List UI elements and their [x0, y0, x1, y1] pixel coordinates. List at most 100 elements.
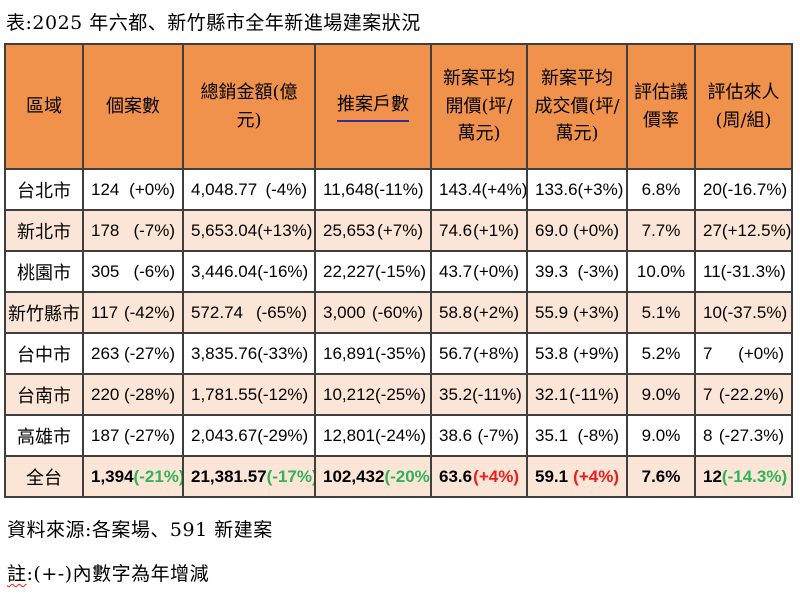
value-cell: 10,212 (-25%)	[314, 373, 432, 416]
cell-value: 59.1	[535, 466, 569, 486]
value-cell: 9.0%	[626, 373, 696, 416]
cell-value: 7	[703, 343, 713, 363]
cell-yoy-change: (+3%)	[577, 179, 624, 199]
page: 表:2025 年六都、新竹縣市全年新進場建案狀況 區域 個案數 總銷金額(億元)…	[4, 12, 793, 585]
column-header-label-underlined: 推案戶數	[337, 91, 409, 122]
cell-value: 56.7	[439, 343, 473, 363]
cell-value: 8	[703, 425, 713, 445]
table-row: 台北市 124 (+0%) 4,048.77 (-4%) 11,648 (-11%) 143.…	[4, 168, 793, 211]
cell-yoy-change: (-8%)	[577, 425, 619, 445]
cell-value: 11,648	[323, 179, 374, 199]
cell-yoy-change: (-29%)	[257, 425, 309, 445]
cell-yoy-change: (+12.5%)	[721, 220, 792, 240]
cell-yoy-change: (-27.3%)	[718, 425, 784, 445]
cell-value: 27	[703, 220, 722, 240]
region-cell: 台南市	[4, 373, 84, 416]
cell-value: 38.6	[439, 425, 473, 445]
column-header-label: 評估來人(周/組)	[707, 81, 780, 131]
value-cell: 32.1 (-11%)	[526, 373, 628, 416]
value-cell: 6.8%	[626, 168, 696, 211]
value-cell: 43.7 (+0%)	[430, 250, 528, 293]
cell-value: 69.0	[535, 220, 569, 240]
value-cell: 102,432 (-20%)	[314, 455, 432, 498]
value-cell: 55.9 (+3%)	[526, 291, 628, 334]
cell-value: 10.0%	[636, 261, 686, 281]
table-row: 高雄市 187 (-27%) 2,043.67 (-29%) 12,801 (-24%) 38…	[4, 414, 793, 457]
value-cell: 59.1 (+4%)	[526, 455, 628, 498]
table-row: 台南市 220 (-28%) 1,781.55 (-12%) 10,212 (-25%) 35…	[4, 373, 793, 416]
column-header-region: 區域	[4, 43, 84, 170]
value-cell: 11 (-31.3%)	[694, 250, 793, 293]
column-header-label: 個案數	[106, 95, 160, 117]
cell-value: 5.2%	[641, 343, 681, 363]
cell-value: 20	[703, 179, 722, 199]
cell-value: 12,801	[323, 425, 375, 445]
cell-value: 55.9	[535, 302, 569, 322]
cell-value: 4,048.77	[191, 179, 258, 199]
cell-yoy-change: (+0%)	[129, 179, 175, 199]
cell-value: 3,446.04	[191, 261, 258, 281]
value-cell: 53.8 (+9%)	[526, 332, 628, 375]
cell-yoy-change: (-7%)	[477, 425, 519, 445]
value-cell: 5.1%	[626, 291, 696, 334]
cell-yoy-change: (-22.2%)	[718, 384, 784, 404]
cell-yoy-change: (-16%)	[257, 261, 309, 281]
column-header-units: 推案戶數	[314, 43, 432, 170]
value-cell: 39.3 (-3%)	[526, 250, 628, 293]
value-cell: 3,000 (-60%)	[314, 291, 432, 334]
column-header-avg-asking-price: 新案平均開價(坪/萬元)	[430, 43, 528, 170]
cell-value: 143.4	[439, 179, 482, 199]
value-cell: 63.6 (+4%)	[430, 455, 528, 498]
cell-value: 102,432	[323, 466, 385, 486]
source-note: 資料來源:各案場、591 新建案	[7, 519, 273, 541]
cell-value: 10	[703, 302, 722, 322]
value-cell: 1,781.55 (-12%)	[182, 373, 316, 416]
cell-yoy-change: (-6%)	[133, 261, 175, 281]
cell-yoy-change: (-35%)	[375, 343, 427, 363]
value-cell: 3,835.76 (-33%)	[182, 332, 316, 375]
value-cell: 572.74 (-65%)	[182, 291, 316, 334]
cell-yoy-change: (-33%)	[257, 343, 309, 363]
value-cell: 21,381.57 (-17%)	[182, 455, 316, 498]
cell-value: 263	[91, 343, 120, 363]
cell-yoy-change: (-65%)	[255, 302, 307, 322]
value-cell: 10 (-37.5%)	[694, 291, 793, 334]
region-cell: 全台	[4, 455, 84, 498]
value-cell: 7.6%	[626, 455, 696, 498]
column-header-label: 新案平均開價(坪/萬元)	[443, 67, 515, 145]
value-cell: 16,891 (-35%)	[314, 332, 432, 375]
cell-yoy-change: (-3%)	[577, 261, 619, 281]
region-cell: 新北市	[4, 209, 84, 252]
cell-yoy-change: (+3%)	[573, 302, 619, 322]
cell-yoy-change: (-14.3%)	[721, 466, 788, 486]
value-cell: 263 (-27%)	[82, 332, 184, 375]
yoy-note-rest: :(+-)內數字為年增減	[26, 563, 210, 585]
cell-value: 305	[91, 261, 120, 281]
cell-yoy-change: (-21%)	[133, 466, 183, 486]
column-header-label: 新案平均成交價(坪/萬元)	[534, 67, 620, 145]
value-cell: 56.7 (+8%)	[430, 332, 528, 375]
cell-value: 35.2	[439, 384, 473, 404]
cell-value: 220	[91, 384, 120, 404]
cell-yoy-change: (+0%)	[473, 261, 519, 281]
cell-value: 32.1	[535, 384, 569, 404]
cell-yoy-change: (-20%)	[384, 466, 431, 486]
cell-yoy-change: (-60%)	[371, 302, 423, 322]
cell-value: 572.74	[191, 302, 243, 322]
value-cell: 220 (-28%)	[82, 373, 184, 416]
table-row: 新北市 178 (-7%) 5,653.04 (+13%) 25,653 (+7%) 74.6…	[4, 209, 793, 252]
value-cell: 3,446.04 (-16%)	[182, 250, 316, 293]
value-cell: 1,394 (-21%)	[82, 455, 184, 498]
cell-value: 53.8	[535, 343, 569, 363]
cell-yoy-change: (-42%)	[123, 302, 175, 322]
value-cell: 7.7%	[626, 209, 696, 252]
table-title: 表:2025 年六都、新竹縣市全年新進場建案狀況	[6, 12, 421, 34]
value-cell: 305 (-6%)	[82, 250, 184, 293]
column-header-visitors: 評估來人(周/組)	[694, 43, 793, 170]
cell-yoy-change: (-11%)	[569, 384, 619, 404]
cell-value: 117	[91, 302, 119, 322]
cell-value: 12	[703, 466, 722, 486]
cell-yoy-change: (-28%)	[123, 384, 175, 404]
cell-yoy-change: (+4%)	[481, 179, 527, 199]
cell-value: 58.8	[439, 302, 473, 322]
